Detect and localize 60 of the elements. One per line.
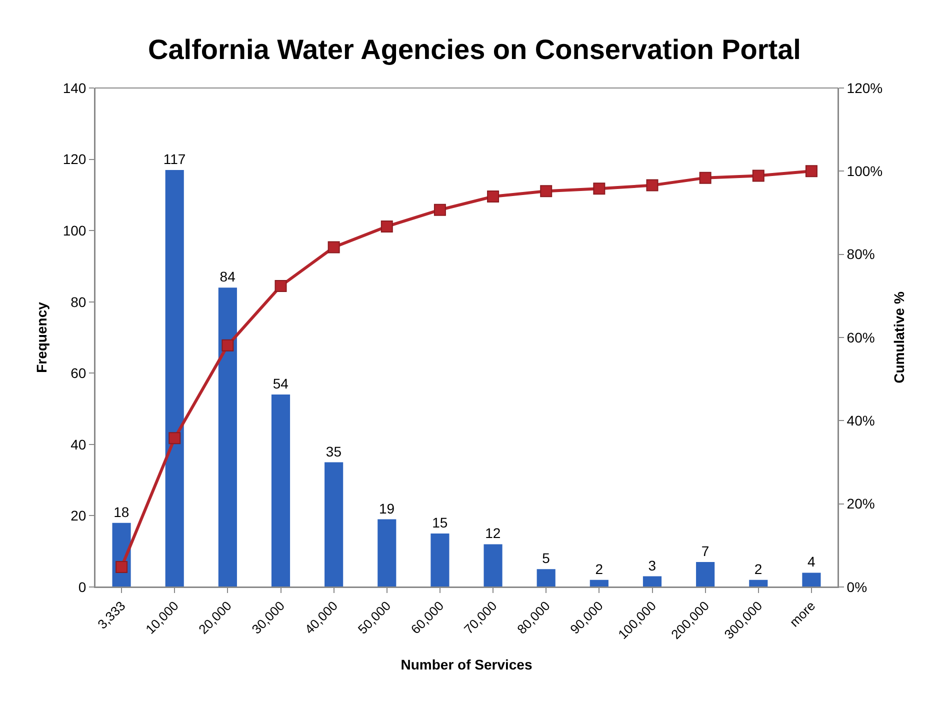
bar [536,569,556,587]
data-label: 3 [648,557,656,574]
y2-tick-label: 0% [846,578,868,595]
point [168,432,181,444]
point [593,182,606,195]
data-label: 4 [807,554,816,570]
point [116,561,128,574]
bar [430,534,450,587]
y-tick-label: 40 [70,436,86,452]
data-label: 84 [220,268,236,285]
bar [642,576,662,587]
point [380,220,393,232]
y2-tick-label: 40% [846,412,875,429]
bar [802,572,821,587]
y-axis-title: Frequency [33,302,50,373]
y-tick-label: 20 [70,508,86,524]
y-tick-label: 60 [70,365,86,382]
y2-tick-label: 120% [846,80,883,96]
bar [484,544,502,587]
point [328,241,340,254]
bar [749,580,768,587]
y-tick-label: 100 [62,222,86,238]
data-label: 18 [114,504,130,520]
data-label: 12 [485,525,501,542]
bar [378,519,396,587]
point [752,170,764,182]
y-tick-label: 0 [78,578,86,595]
data-label: 7 [701,543,710,560]
bar [165,170,184,587]
data-label: 54 [272,376,289,392]
y2-tick-label: 100% [846,163,883,180]
data-label: 2 [595,560,604,577]
bar [324,462,344,587]
data-label: 19 [379,500,395,516]
y-tick-label: 140 [62,80,86,96]
point [434,204,446,216]
y-tick-label: 80 [70,294,86,310]
point [274,280,287,292]
bar [590,580,608,587]
y2-tick-label: 20% [846,496,875,512]
data-label: 35 [326,443,342,460]
y-tick-label: 120 [62,151,86,168]
chart-title: Calfornia Water Agencies on Conservation Portal [148,34,801,66]
bar [696,562,715,587]
data-label: 117 [163,150,186,167]
y2-tick-label: 80% [846,246,875,262]
x-axis-title: Number of Services [400,656,532,672]
y2-axis-title: Cumulative % [890,291,907,384]
data-label: 5 [542,550,550,566]
bar [218,288,237,587]
point [805,165,818,178]
point [487,190,500,203]
point [222,339,234,352]
bar [271,394,290,587]
point [540,185,552,198]
data-label: 15 [432,514,448,531]
y2-tick-label: 60% [846,329,875,346]
point [646,179,658,192]
data-label: 2 [754,560,762,577]
point [699,172,712,184]
